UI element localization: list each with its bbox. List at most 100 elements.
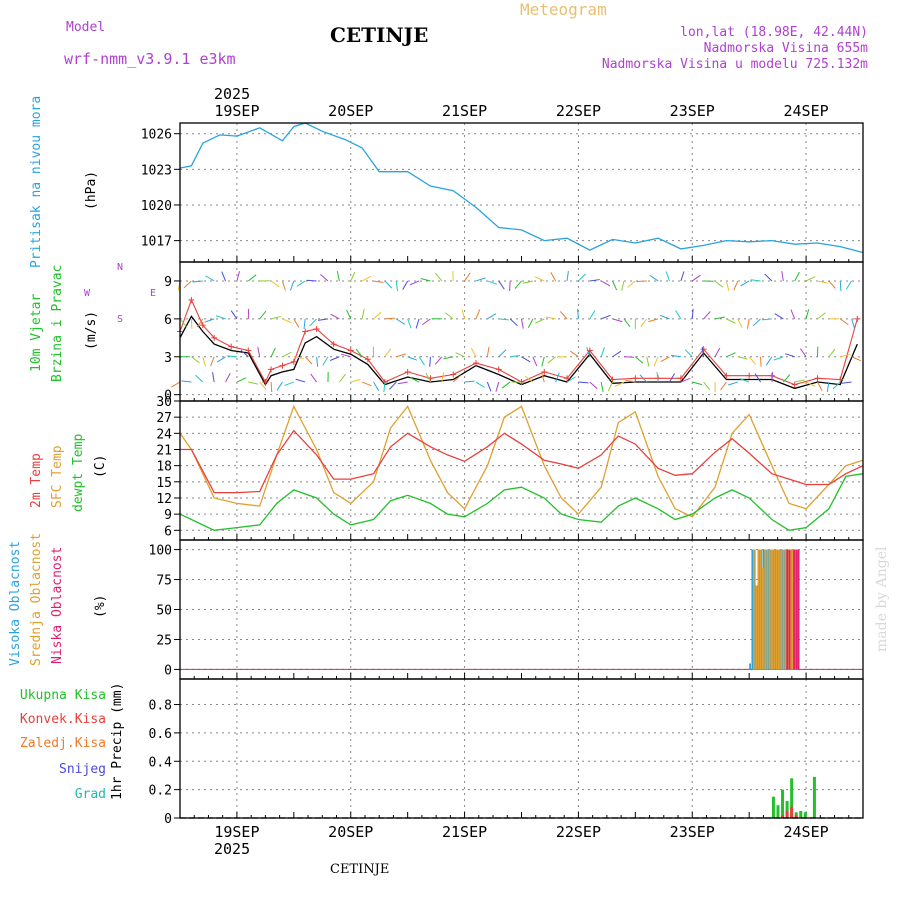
wind-arrow-0-32 (541, 356, 545, 367)
cloud-bar-1-2 (755, 585, 758, 670)
wind-arrow-3-28 (495, 381, 500, 392)
ytick-label-temperature-4: 18 (156, 460, 172, 475)
cloud-bar-2-16 (788, 549, 791, 670)
ytick-label-temperature-3: 15 (156, 476, 172, 491)
wind-arrow-1-49 (737, 318, 743, 329)
day-label-top-5: 24SEP (784, 102, 829, 120)
wind-arrow-1-13 (318, 318, 329, 321)
wind-arrow-0-58 (840, 353, 851, 358)
wind-arrow-2-25 (464, 272, 471, 282)
ytick-label-pressure-1: 1020 (141, 199, 172, 214)
ytick-label-temperature-8: 30 (156, 395, 172, 410)
wind-arrow-1-46 (703, 311, 711, 320)
wind-arrow-2-18 (384, 280, 393, 289)
wind-arrow-3-37 (600, 381, 604, 392)
wind-arrow-3-50 (739, 378, 750, 383)
wind-arrow-0-19 (396, 353, 406, 358)
wind-arrow-1-30 (521, 318, 524, 329)
wind-arrow-0-42 (653, 356, 659, 367)
day-label-top-3: 22SEP (556, 102, 601, 120)
wind-arrow-2-41 (636, 280, 647, 282)
ytick-label-temperature-7: 27 (156, 411, 172, 426)
wind-arrow-0-52 (765, 356, 773, 366)
wind-arrow-1-7 (259, 310, 267, 320)
wind-arrow-3-12 (310, 373, 318, 383)
wind-arrow-1-44 (675, 310, 682, 320)
footer-station: CETINJE (330, 862, 390, 877)
model-label: Model (66, 20, 106, 35)
wind-arrow-2-44 (680, 271, 685, 282)
wind-arrow-3-32 (541, 372, 545, 383)
wind-arrow-2-49 (733, 280, 739, 291)
wind-arrow-0-59 (851, 356, 862, 362)
station-title: CETINJE (330, 23, 429, 47)
wind-arrow-3-3 (212, 372, 215, 383)
lonlat-label: lon,lat (18.98E, 42.44N) (680, 25, 868, 40)
cloud-bar-1-13 (780, 549, 783, 670)
elevation-label: Nadmorska Visina 655m (703, 41, 868, 56)
wind-arrow-0-8 (270, 347, 276, 357)
cloud-bar-1-12 (777, 549, 780, 670)
wind-arrow-2-21 (409, 280, 420, 286)
wind-arrow-3-7 (259, 381, 267, 390)
wind-arrow-0-12 (316, 356, 319, 367)
wind-arrow-0-1 (191, 356, 200, 364)
ytick-label-precip-2: 0.4 (149, 755, 173, 770)
day-label-top-0: 19SEP (214, 102, 259, 120)
wind-arrow-3-14 (338, 373, 346, 383)
ytick-label-precip-0: 0 (164, 812, 172, 827)
wind-arrow-0-43 (660, 356, 670, 363)
wind-arrow-0-31 (532, 356, 538, 367)
wind-arrow-0-55 (799, 348, 807, 358)
wind-arrow-1-12 (309, 318, 317, 327)
cloud-bar-2-20 (797, 549, 800, 670)
wind-speed-line (179, 315, 858, 390)
wind-arrow-2-2 (192, 280, 203, 283)
cloud-bar-1-11 (775, 549, 778, 670)
wind-arrow-2-30 (514, 280, 522, 289)
cloud-bar-1-3 (757, 549, 760, 670)
precip-bar-0-0 (771, 796, 775, 818)
wind-arrow-0-35 (569, 350, 579, 358)
wind-arrow-3-35 (578, 381, 589, 384)
sfc-temp-line (179, 404, 864, 518)
wind-arrow-1-42 (648, 318, 659, 323)
wind-arrow-0-51 (760, 356, 762, 367)
wind-arrow-1-26 (475, 309, 481, 320)
wind-arrow-0-7 (257, 346, 261, 357)
wind-arrow-3-27 (486, 381, 492, 392)
wind-arrow-3-31 (524, 375, 534, 383)
wind-arrow-0-38 (612, 350, 622, 358)
wind-arrow-2-55 (805, 276, 816, 282)
wind-arrow-2-38 (612, 280, 618, 291)
wind-arrow-3-9 (276, 381, 283, 391)
wind-arrow-1-43 (659, 314, 670, 320)
precip-bar-0-6 (799, 810, 803, 818)
wind-arrow-3-52 (771, 372, 774, 383)
wind-arrow-1-8 (270, 315, 281, 320)
wind-arrow-0-46 (701, 346, 705, 357)
wind-arrow-1-52 (761, 318, 772, 321)
ytick-label-temperature-1: 9 (164, 508, 172, 523)
wind-arrow-2-20 (402, 280, 409, 290)
precip-bar-0-3 (785, 800, 789, 818)
wind-arrow-2-57 (828, 280, 836, 289)
ytick-label-wind-2: 6 (164, 313, 172, 328)
wind-arrow-0-39 (623, 356, 634, 358)
wind-arrow-1-11 (303, 318, 306, 329)
model-name: wrf-nmm_v3.9.1 e3km (64, 50, 236, 68)
wind-arrow-0-3 (210, 356, 215, 367)
wind-arrow-3-46 (703, 381, 711, 391)
cloud-bar-2-15 (786, 549, 789, 670)
wind-arrow-3-41 (639, 374, 648, 383)
wind-arrow-3-53 (782, 374, 791, 383)
dewpoint-line (179, 473, 864, 531)
day-label-bottom-3: 22SEP (556, 823, 601, 841)
wind-arrow-1-54 (790, 309, 796, 320)
wind-arrow-2-54 (794, 271, 800, 282)
cloud-bar-1-7 (766, 549, 769, 670)
day-label-bottom-1: 20SEP (328, 823, 373, 841)
wind-arrow-1-1 (190, 318, 193, 329)
wind-arrow-2-56 (817, 280, 828, 284)
wind-arrow-2-42 (649, 274, 659, 282)
